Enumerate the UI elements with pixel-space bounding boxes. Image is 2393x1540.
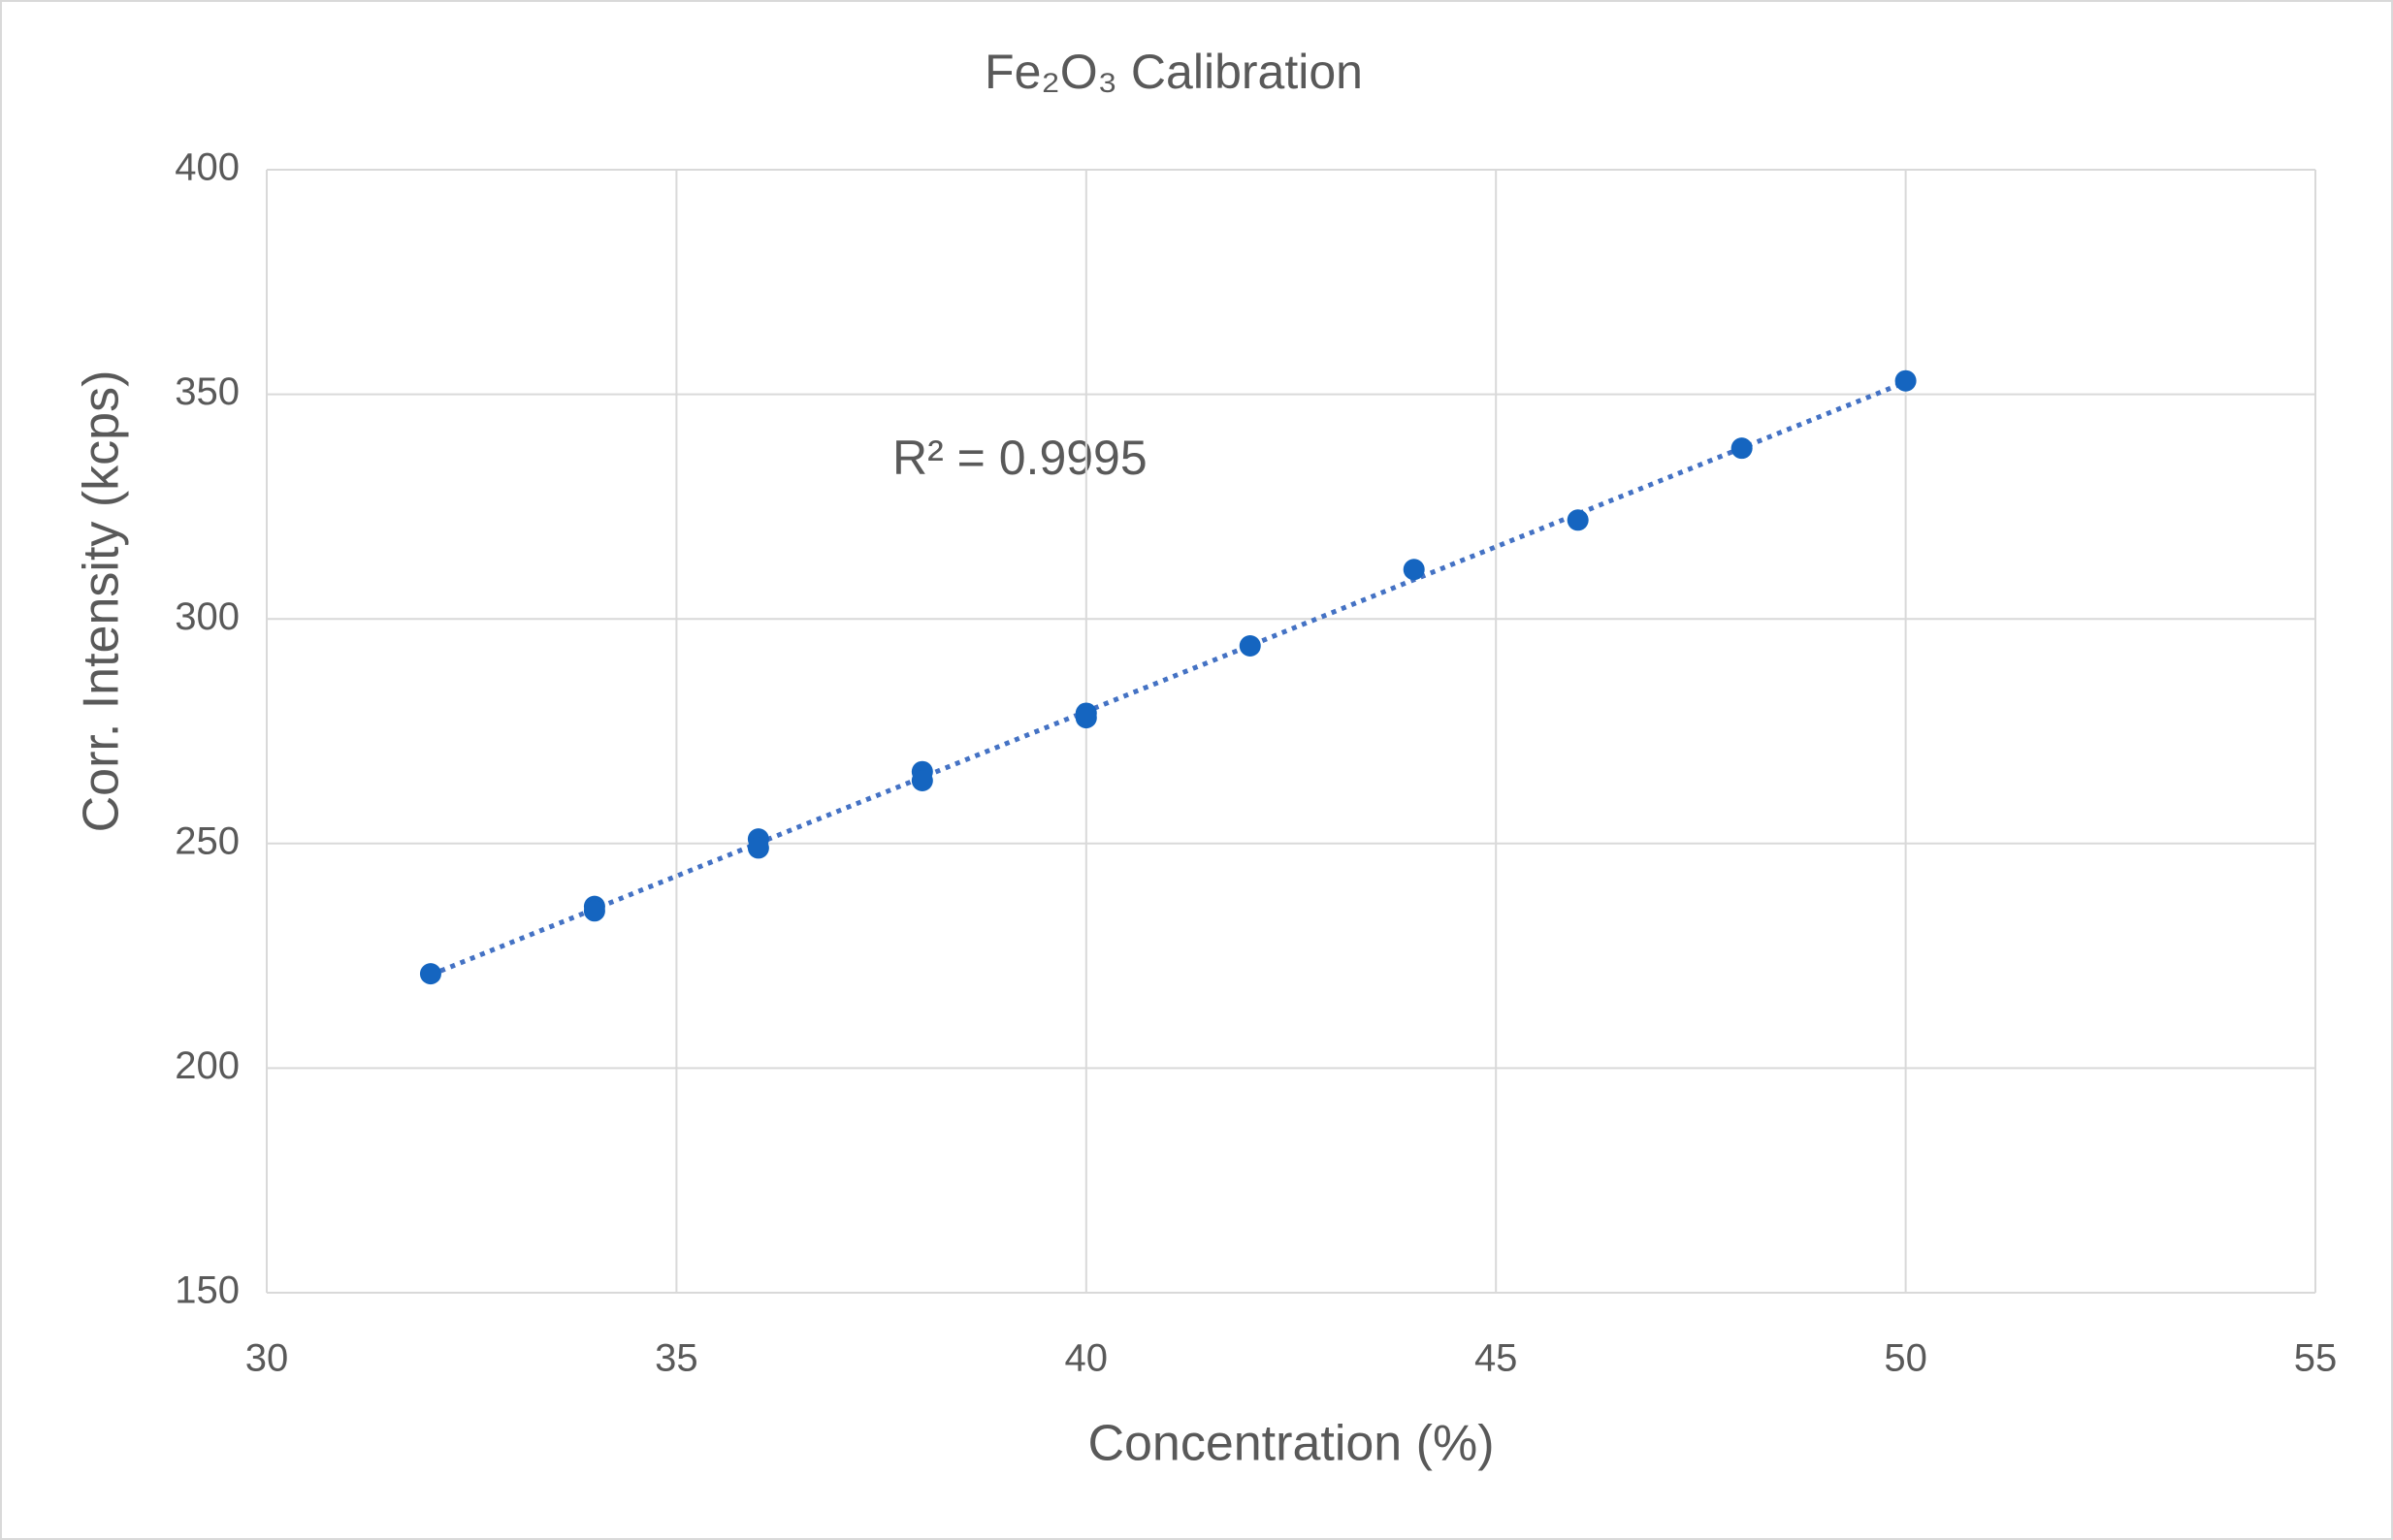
- data-point: [1075, 707, 1097, 729]
- x-tick-label: 55: [2294, 1337, 2338, 1380]
- y-tick-label: 200: [175, 1044, 240, 1087]
- y-axis-title: Corr. Intensity (kcps): [74, 370, 130, 833]
- data-point: [1567, 509, 1589, 531]
- data-point: [419, 963, 441, 985]
- x-tick-label: 50: [1884, 1337, 1927, 1380]
- trendline: [430, 379, 1907, 978]
- y-tick-label: 250: [175, 819, 240, 862]
- x-tick-label: 40: [1065, 1337, 1109, 1380]
- y-tick-label: 400: [175, 146, 240, 189]
- data-point: [583, 900, 605, 922]
- y-tick-label: 350: [175, 370, 240, 413]
- data-point: [1894, 369, 1917, 392]
- x-tick-label: 35: [655, 1337, 698, 1380]
- data-point: [1730, 437, 1753, 460]
- data-point: [1403, 559, 1425, 581]
- chart-title: Fe₂O₃ Calibration: [985, 45, 1363, 99]
- x-axis-title: Concentration (%): [1087, 1416, 1494, 1472]
- r-squared-annotation: R² = 0.9995: [892, 431, 1148, 485]
- x-tick-label: 30: [245, 1337, 289, 1380]
- y-tick-label: 300: [175, 595, 240, 638]
- y-tick-label: 150: [175, 1269, 240, 1312]
- data-point: [747, 837, 769, 859]
- x-tick-label: 45: [1474, 1337, 1518, 1380]
- data-point: [1239, 634, 1261, 657]
- data-point: [911, 769, 933, 791]
